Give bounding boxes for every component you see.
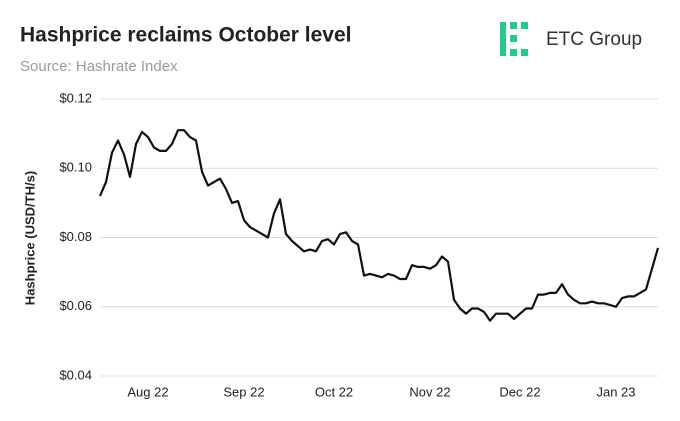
x-tick-label: Oct 22 [315,384,353,399]
y-tick-label: $0.12 [59,90,92,105]
x-tick-label: Dec 22 [499,384,540,399]
data-line [98,129,660,322]
y-tick-label: $0.10 [59,160,92,175]
logo-text: ETC Group [546,29,642,50]
x-tick-label: Nov 22 [409,384,450,399]
logo-icon [500,22,528,56]
chart-subtitle: Source: Hashrate Index [20,58,178,75]
x-tick-label: Aug 22 [127,384,168,399]
x-tick-label: Sep 22 [223,384,264,399]
chart-title: Hashprice reclaims October level [20,24,352,47]
y-axis-label: Hashprice (USD/TH/s) [22,171,37,305]
x-tick-label: Jan 23 [596,384,635,399]
y-tick-label: $0.08 [59,229,92,244]
y-tick-label: $0.04 [59,367,92,382]
y-tick-label: $0.06 [59,298,92,313]
